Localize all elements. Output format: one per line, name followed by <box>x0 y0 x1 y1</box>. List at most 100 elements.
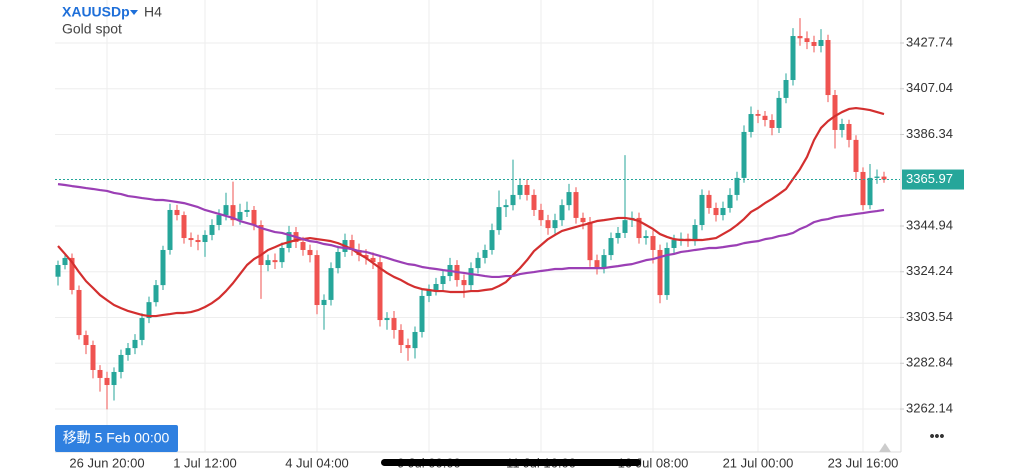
candle-body <box>566 192 572 206</box>
candle-body <box>790 36 796 81</box>
candle-body <box>804 38 810 42</box>
candle-body <box>755 114 761 116</box>
scroll-end-icon[interactable] <box>879 443 891 452</box>
candle-body <box>237 211 243 221</box>
candle-body <box>181 215 187 239</box>
candle-body <box>580 217 586 223</box>
candle-body <box>664 247 670 296</box>
candle-body <box>384 318 390 321</box>
candle-body <box>601 255 607 269</box>
candle-body <box>433 284 439 290</box>
home-indicator <box>381 459 641 466</box>
candle-body <box>83 335 89 346</box>
candle-body <box>881 176 887 180</box>
candle-body <box>748 114 754 132</box>
candle-body <box>475 257 481 269</box>
candle-body <box>279 247 285 263</box>
candle-body <box>398 329 404 346</box>
y-tick-label: 3303.54 <box>906 309 953 324</box>
candle-body <box>531 194 537 210</box>
x-tick-label: 26 Jun 20:00 <box>69 455 144 470</box>
candle-body <box>846 123 852 140</box>
candle-body <box>727 194 733 208</box>
candle-body <box>489 230 495 250</box>
candle-body <box>90 345 96 370</box>
candle-body <box>174 209 180 216</box>
candle-body <box>216 215 222 225</box>
y-tick-label: 3386.34 <box>906 126 953 141</box>
candle-body <box>370 257 376 263</box>
candle-body <box>545 220 551 229</box>
candle-body <box>671 240 677 248</box>
candle-body <box>167 209 173 250</box>
candle-body <box>55 265 61 277</box>
candle-body <box>300 242 306 250</box>
candle-body <box>209 225 215 235</box>
candle-body <box>419 295 425 332</box>
candle-body <box>503 205 509 208</box>
candle-body <box>559 205 565 221</box>
candle-body <box>125 348 131 355</box>
candle-body <box>153 285 159 303</box>
candle-body <box>713 207 719 216</box>
candle-body <box>636 217 642 239</box>
candle-body <box>762 115 768 121</box>
grid <box>55 0 900 452</box>
goto-button[interactable] <box>55 425 178 452</box>
x-tick-label: 1 Jul 12:00 <box>173 455 237 470</box>
candle-body <box>643 236 649 239</box>
symbol-dropdown-icon[interactable] <box>130 10 138 15</box>
more-button[interactable]: ••• <box>930 428 945 444</box>
candle-body <box>412 331 418 349</box>
candle-body <box>69 257 75 290</box>
candle-body <box>594 260 600 269</box>
candle-body <box>440 276 446 285</box>
candle-body <box>510 194 516 206</box>
y-tick-label: 3344.94 <box>906 217 953 232</box>
candle-body <box>97 369 103 378</box>
candle-body <box>244 209 250 212</box>
symbol[interactable]: XAUUSDp <box>62 4 130 20</box>
candle-body <box>321 299 327 306</box>
candle-body <box>188 238 194 241</box>
x-tick-label: 23 Jul 16:00 <box>828 455 899 470</box>
candle-body <box>825 40 831 96</box>
candle-body <box>741 131 747 178</box>
candle-body <box>650 236 656 250</box>
candle-body <box>615 232 621 239</box>
candle-body <box>608 238 614 256</box>
candle-body <box>461 280 467 286</box>
candle-body <box>517 184 523 195</box>
candle-body <box>699 194 705 225</box>
candle-body <box>720 207 726 216</box>
candle-body <box>552 220 558 229</box>
candle-body <box>314 255 320 306</box>
candle-body <box>426 289 432 296</box>
candle-body <box>202 234 208 243</box>
candle-body <box>349 240 355 250</box>
candle-body <box>104 377 110 386</box>
goto-button-label[interactable]: 移動 5 Feb 00:00 <box>63 430 170 446</box>
candle-body <box>286 232 292 248</box>
candle-body <box>258 225 264 266</box>
y-tick-label: 3282.84 <box>906 355 953 370</box>
last-price-box <box>902 169 964 190</box>
candle-body <box>62 257 68 266</box>
candle-body <box>853 139 859 172</box>
candle-body <box>272 260 278 263</box>
y-tick-label: 3324.24 <box>906 263 953 278</box>
candle-body <box>482 249 488 258</box>
moving-average-line <box>57 106 885 318</box>
x-axis-labels: 3262.14 3282.84 3303.54 3324.24 3344.94 3386.… <box>69 34 953 470</box>
candle-body <box>377 262 383 321</box>
candle-body <box>776 97 782 128</box>
candle-body <box>524 184 530 195</box>
candle-body <box>874 176 880 178</box>
candle-body <box>405 345 411 349</box>
candle-body <box>195 240 201 243</box>
candle-body <box>160 249 166 286</box>
timeframe[interactable]: H4 <box>144 4 162 20</box>
candle-body <box>769 120 775 128</box>
